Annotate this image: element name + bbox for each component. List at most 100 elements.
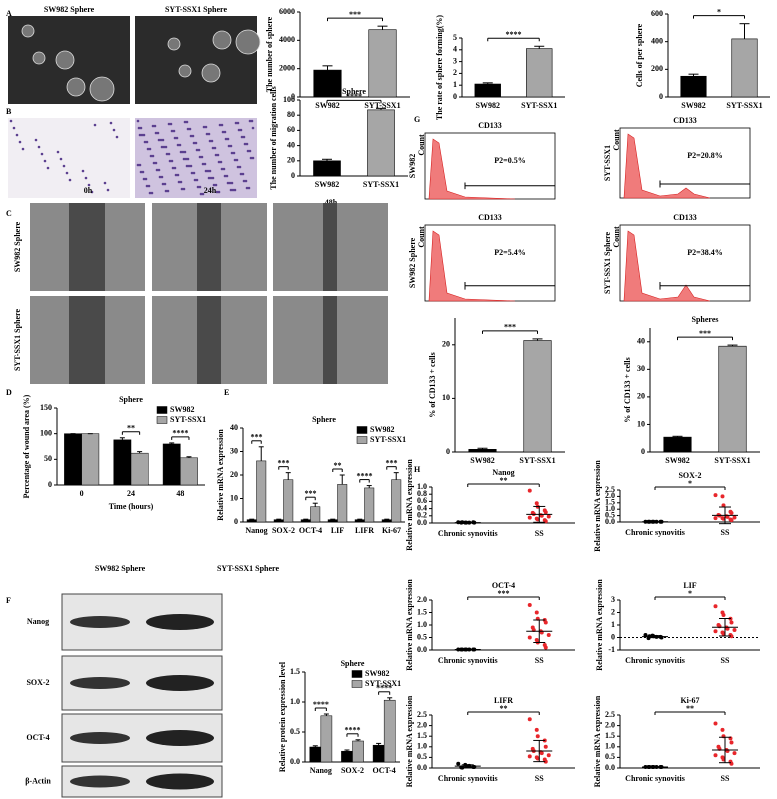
cell-image (87, 183, 91, 187)
cell-image (148, 191, 152, 195)
y-tick-label: 30 (230, 446, 238, 455)
data-point (713, 493, 718, 498)
cell-image (181, 150, 185, 154)
significance-label: * (688, 479, 692, 488)
x-axis-label: Time (hours) (109, 502, 154, 511)
data-point (713, 604, 718, 609)
x-tick-label: SS (721, 774, 730, 783)
cell-image (217, 160, 221, 164)
cell-image (115, 135, 119, 139)
y-tick-label: 1.0 (605, 742, 615, 751)
cell-image (68, 178, 72, 182)
cell-image (200, 155, 204, 159)
chart-title: SOX-2 (678, 471, 701, 480)
cell-image (240, 135, 244, 139)
blot-band (70, 677, 130, 689)
chart-title: Sphere (341, 659, 365, 668)
y-tick-label: 2.5 (605, 485, 615, 494)
data-point (527, 488, 532, 493)
cell-image (142, 177, 146, 181)
row-label: SYT-SSX1 Sphere (13, 309, 22, 371)
cell-image (155, 168, 159, 172)
flow-plot (424, 224, 556, 302)
cell-image (151, 154, 155, 158)
cell-image (205, 132, 209, 136)
y-tick-label: 0 (291, 92, 295, 101)
cell-image (37, 145, 41, 149)
y-tick-label: 0.2 (417, 511, 427, 520)
bar (273, 519, 284, 523)
y-tick-label: 20 (287, 156, 295, 165)
cell-image (226, 137, 230, 141)
significance-label: *** (699, 329, 711, 338)
cell-image (153, 124, 157, 128)
data-point (729, 740, 734, 745)
x-tick-label: SS (721, 656, 730, 665)
blot-band (70, 616, 130, 628)
wound-gap (197, 296, 221, 384)
significance-label: **** (506, 30, 522, 39)
cell-image (179, 180, 183, 184)
cell-image (209, 176, 213, 180)
cell-image (214, 153, 218, 157)
panel-label: A (6, 9, 12, 18)
bar (341, 750, 353, 763)
legend-swatch (356, 426, 368, 434)
bar (313, 160, 341, 177)
chart-title: Sphere (312, 415, 336, 424)
cell-image (147, 184, 151, 188)
flow-title: CD133 (478, 121, 502, 130)
y-tick-label: 2000 (279, 63, 295, 72)
cell-image (226, 181, 230, 185)
data-point (527, 717, 532, 722)
x-tick-label: SW982 (665, 456, 689, 465)
cell-image (204, 125, 208, 129)
micrograph (135, 16, 257, 104)
legend-label: SYT-SSX1 (370, 435, 406, 444)
y-axis-label: Relative protein expression level (278, 661, 287, 772)
cell-image (198, 185, 202, 189)
x-tick-label: Nanog (310, 766, 332, 775)
y-tick-label: 0.5 (417, 632, 427, 641)
wound-gap (69, 296, 105, 384)
blot-band (146, 675, 214, 691)
wound-gap (197, 203, 221, 291)
data-point (720, 727, 725, 732)
data-point (534, 610, 539, 615)
cell-image (212, 183, 216, 187)
cell-image (152, 161, 156, 165)
y-tick-label: 20 (230, 470, 238, 479)
x-tick-label: LIF (331, 526, 344, 535)
x-tick-label: Chronic synovitis (438, 774, 498, 783)
gate-label: P2=5.4% (494, 248, 525, 257)
y-tick-label: 1.5 (605, 498, 615, 507)
bar (327, 519, 338, 523)
x-tick-label: SYT-SSX1 (714, 456, 750, 465)
data-point (546, 753, 551, 758)
y-tick-label: 1.0 (417, 482, 427, 491)
cell-image (207, 132, 211, 136)
cell-image (189, 164, 193, 168)
cell-image (201, 192, 205, 196)
y-tick-label: 0 (446, 447, 450, 456)
cell-image (164, 145, 168, 149)
cell-image (139, 170, 143, 174)
flow-side-label: SW982 Sphere (408, 237, 417, 288)
x-tick-label: SW982 (315, 101, 339, 110)
flow-axis-label: Count (612, 129, 621, 151)
y-tick-label: 2.0 (417, 595, 427, 604)
y-tick-label: 0.8 (417, 489, 427, 498)
cell-image (139, 126, 143, 130)
y-tick-label: 2.0 (417, 720, 427, 729)
legend-swatch (351, 680, 363, 688)
y-tick-label: 10 (637, 419, 645, 428)
cell-image (230, 151, 234, 155)
blot-band (146, 773, 214, 790)
bar (731, 38, 758, 98)
column-label: SW982 Sphere (95, 564, 146, 573)
data-point (729, 620, 734, 625)
cell-image (18, 140, 22, 144)
y-tick-label: 0.5 (605, 752, 615, 761)
cell-image (9, 119, 13, 123)
